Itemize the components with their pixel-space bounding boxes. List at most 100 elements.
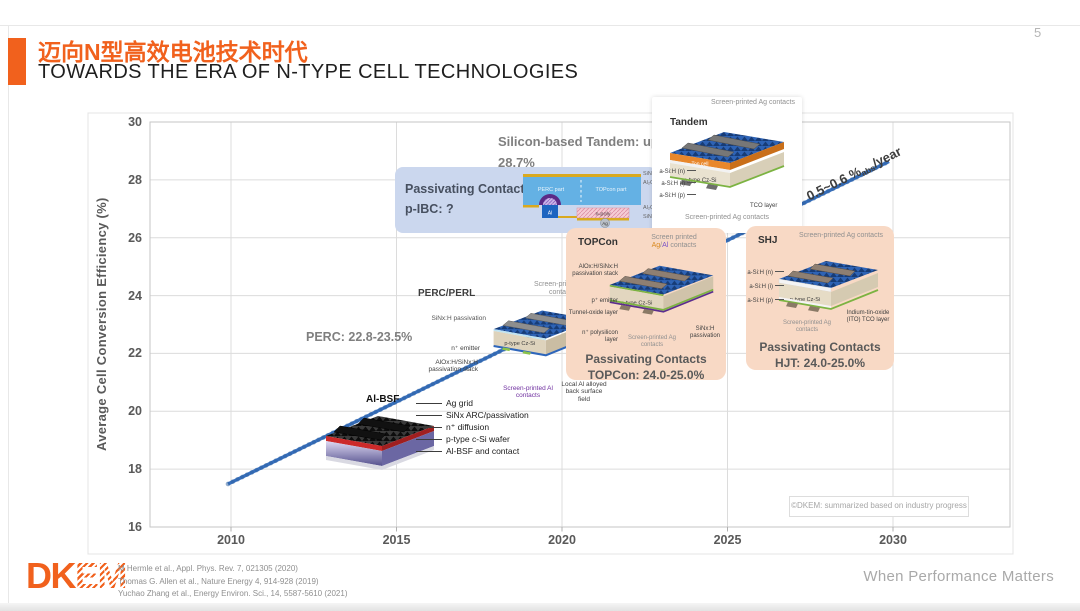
x-tick-marks <box>230 527 894 532</box>
albsf-label-text: Al-BSF and contact <box>446 446 520 456</box>
tandem-layer-i-text: a-Si:H (i) <box>661 181 685 187</box>
topcon-caption: Passivating Contacts TOPCon: 24.0-25.0% <box>566 352 726 384</box>
topcon-bottom-contact-foot <box>619 305 631 311</box>
tandem-note: Silicon-based Tandem: up to 28.7% <box>498 131 728 173</box>
topcon-textured-top <box>609 265 714 295</box>
perc-sinh-label: SiNx:H passivation <box>431 315 486 322</box>
y-tick-18: 18 <box>128 462 142 477</box>
topcon-passivation-stack-label: AlOx:H/SiNx:H passivation stack <box>572 264 618 277</box>
y-tick-30: 30 <box>128 115 142 129</box>
shj-wafer-side <box>831 273 878 306</box>
shj-box: SHJ Screen-printed Ag contacts n-type Cz… <box>746 226 894 370</box>
tandem-card: Tandem Screen-printed Ag contacts Top ce… <box>652 97 802 233</box>
pibc-ag-label: Ag <box>602 221 608 226</box>
pibc-rear-dielectric-left <box>523 205 539 208</box>
shj-caption: Passivating Contacts HJT: 24.0-25.0% <box>746 340 894 372</box>
topcon-caption-line2: TOPCon: 24.0-25.0% <box>587 367 705 382</box>
pibc-topcon-part-label: TOPcon part <box>595 187 627 193</box>
pibc-caption-line1: Passivating Contacts <box>405 182 532 196</box>
shj-bottom-contacts-label: Screen-printed Ag contacts <box>782 320 832 333</box>
perc-passivation-stack-label: AlOx:H/SiNx:H passivation stack <box>428 359 479 374</box>
reference-line: Yuchao Zhang et al., Energy Environ. Sci… <box>118 589 348 598</box>
x-tick-2010: 2010 <box>217 533 245 547</box>
albsf-title: Al-BSF <box>366 394 400 405</box>
shj-cell-diagram: n-type Cz-Si <box>778 261 879 312</box>
topcon-sinh-label: SiNx:H passivation <box>689 326 721 339</box>
tandem-body-label: n-type Cz-Si <box>683 178 716 184</box>
pibc-front-dielectric <box>523 174 641 177</box>
perc-emitter-label: n⁺ emitter <box>451 345 480 352</box>
pibc-ag-contact <box>600 218 610 228</box>
pibc-caption-line2: p-IBC: ? <box>405 202 454 216</box>
topcon-top-contacts-line1: Screen printed <box>651 234 697 241</box>
tandem-layer-n-label: a-Si:H (n) <box>654 169 696 176</box>
y-tick-26: 26 <box>128 230 142 245</box>
topcon-box: TOPCon Screen printed Ag/Al contacts n-t… <box>566 228 726 382</box>
tandem-layer-p-label: a-Si:H (p) <box>654 193 696 200</box>
dkem-logo: DKEM <box>26 555 128 596</box>
perc-emitter-edge <box>493 329 546 341</box>
perc-top-contacts-label: Screen-printed Ag contacts <box>533 281 591 297</box>
shj-layer-p-label: a-Si:H (p) <box>746 298 784 305</box>
perc-body-label: p-type Cz-Si <box>504 341 535 347</box>
x-tick-2020: 2020 <box>548 533 576 547</box>
tandem-bottom-contacts-label: Screen-printed Ag contacts <box>684 214 770 221</box>
albsf-label-text: n⁺ diffusion <box>446 422 490 432</box>
pibc-alox-dome-core <box>543 198 557 205</box>
shj-body-label: n-type Cz-Si <box>790 297 820 303</box>
tandem-layer-p-text: a-Si:H (p) <box>659 193 685 199</box>
pibc-side-label-alox-bottom: Al₂O₃ <box>643 205 657 211</box>
pibc-al-contact <box>542 205 558 218</box>
topcon-caption-line1: Passivating Contacts <box>585 352 707 366</box>
albsf-textured-top <box>326 416 434 446</box>
tandem-layer-i-label: a-Si:H (i) <box>654 181 696 188</box>
page-title-zh: 迈向N型高效电池技术时代 <box>38 39 308 65</box>
perc-local-contact-pad <box>502 347 511 352</box>
albsf-label-text: p-type c-Si wafer <box>446 434 510 444</box>
tagline: When Performance Matters <box>863 568 1054 585</box>
topcon-polysilicon-line <box>609 290 714 313</box>
shj-layer-n-text: a-Si:H (n) <box>747 270 773 276</box>
tandem-ag-contact-bar <box>681 142 735 158</box>
shj-ito-label: Indium-tin-oxide (ITO) TCO layer <box>846 310 890 323</box>
albsf-label: Ag grid <box>416 399 473 408</box>
dkem-logo-em: EM <box>75 555 128 596</box>
topcon-cell-diagram: n-type Cz-Si <box>609 265 714 315</box>
tandem-ag-contact-bar <box>707 134 761 150</box>
perc-title: PERC/PERL <box>418 288 476 299</box>
x-tick-2025: 2025 <box>713 533 742 547</box>
pibc-side-label-sinx-top: SiNx <box>643 171 655 177</box>
tandem-bottom-contact-foot <box>706 184 718 190</box>
dkem-logo-dk: DK <box>26 555 77 596</box>
shj-layer-n-label: a-Si:H (n) <box>746 270 784 277</box>
accent-bar <box>8 38 26 85</box>
shj-caption-line2: HJT: 24.0-25.0% <box>774 355 866 370</box>
shj-layer-i-label: a-Si:H (i) <box>746 284 784 291</box>
albsf-ag-grid-bar <box>333 425 387 441</box>
albsf-label: SiNx ARC/passivation <box>416 411 529 420</box>
tandem-top-cell-side <box>730 142 784 170</box>
perc-wafer-front <box>493 331 546 356</box>
shj-ag-contact-bar <box>809 263 856 277</box>
albsf-label: p-type c-Si wafer <box>416 435 510 444</box>
x-tick-2015: 2015 <box>382 533 411 547</box>
tandem-top-cell-front <box>670 153 730 170</box>
topcon-bottom-contacts-label: Screen-printed Ag contacts <box>627 335 677 348</box>
copyright-note: ©DKEM: summarized based on industry prog… <box>789 496 969 517</box>
tandem-layer-n-text: a-Si:H (n) <box>659 169 685 175</box>
topcon-front-passivation-line <box>609 284 664 297</box>
y-tick-24: 24 <box>128 288 142 303</box>
tandem-tco-label: TCO layer <box>750 203 778 209</box>
topcon-wafer-side <box>663 276 714 310</box>
shj-top-contacts-label: Screen-printed Ag contacts <box>798 232 884 239</box>
shj-layer-p-text: a-Si:H (p) <box>747 298 773 304</box>
albsf-diffusion-layer-side <box>382 426 434 451</box>
albsf-label-text: Ag grid <box>446 398 473 408</box>
pibc-cross-section: PERC part TOPcon part Al n-poly Ag <box>523 174 641 228</box>
slide-left-border <box>8 25 9 603</box>
perc-al-contacts-label: Screen-printed Al contacts <box>503 385 553 400</box>
x-tick-2030: 2030 <box>879 533 907 547</box>
plot-border <box>149 121 1011 528</box>
shj-layer-i-text: a-Si:H (i) <box>749 284 773 290</box>
reference-line: M Hermle et al., Appl. Phys. Rev. 7, 021… <box>118 564 298 573</box>
